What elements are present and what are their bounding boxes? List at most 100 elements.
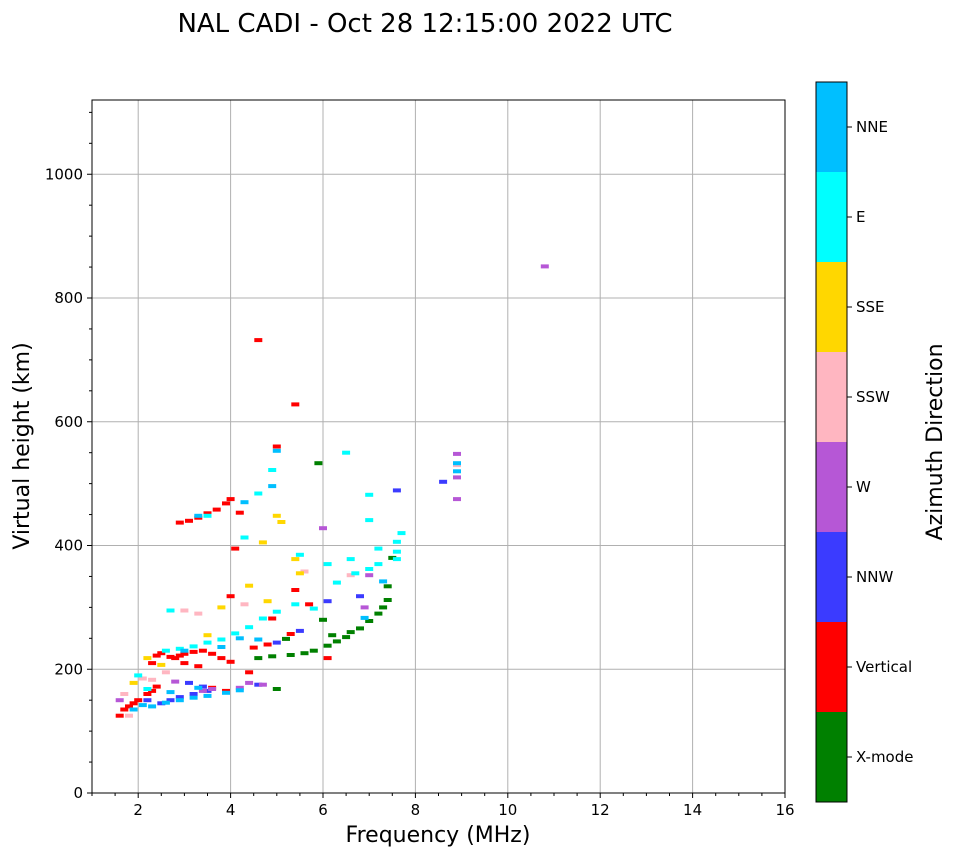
data-point: [392, 549, 401, 554]
y-tick-label: 1000: [45, 165, 83, 183]
colorbar-tick-label: SSW: [856, 388, 890, 406]
data-point: [365, 567, 374, 571]
data-point: [342, 635, 351, 640]
colorbar-segment: [816, 532, 847, 622]
colorbar: X-mode Vertical NNW W SSW SSE E NNE: [815, 81, 913, 803]
data-point: [203, 640, 212, 645]
data-point: [245, 583, 254, 588]
data-point: [392, 557, 401, 562]
data-point: [392, 539, 401, 544]
data-point: [323, 599, 332, 604]
colorbar-segment: [816, 442, 847, 532]
data-point: [226, 594, 235, 599]
colorbar-tick-label: E: [856, 208, 865, 226]
colorbar-segment: [816, 712, 847, 802]
data-point: [138, 703, 147, 708]
data-point: [268, 654, 277, 659]
data-point: [203, 693, 212, 698]
data-point: [356, 626, 364, 631]
x-tick-label: 16: [775, 801, 794, 819]
data-point: [245, 670, 254, 675]
x-tick-label: 2: [133, 801, 143, 819]
data-point: [272, 444, 281, 449]
data-point: [217, 637, 226, 642]
data-point: [379, 579, 388, 584]
colorbar-tick-label: NNW: [856, 568, 893, 586]
data-point: [125, 713, 133, 718]
data-point: [157, 651, 166, 656]
data-point: [540, 264, 549, 269]
colorbar-tick-label: W: [856, 478, 871, 496]
data-point: [148, 661, 157, 666]
data-point: [286, 653, 295, 657]
data-point: [258, 616, 267, 621]
data-point: [258, 540, 267, 545]
data-point: [143, 692, 152, 696]
data-point: [175, 646, 184, 651]
data-point: [194, 611, 203, 616]
data-point: [175, 695, 184, 700]
colorbar-segment: [816, 352, 847, 442]
data-point: [332, 639, 341, 644]
colorbar-segment: [816, 622, 847, 712]
data-point: [392, 488, 401, 493]
data-point: [143, 698, 152, 703]
y-tick-label: 800: [54, 289, 83, 307]
data-point: [286, 632, 295, 636]
colorbar-tick-label: SSE: [856, 298, 885, 316]
data-point: [360, 605, 369, 610]
data-point: [148, 688, 157, 693]
data-point: [300, 651, 309, 656]
y-tick-label: 400: [54, 537, 83, 555]
data-point: [272, 448, 281, 453]
data-point: [272, 513, 281, 518]
data-point: [374, 562, 383, 567]
x-tick-label: 12: [591, 801, 610, 819]
data-point: [291, 602, 300, 607]
data-point: [148, 677, 157, 682]
data-point: [319, 526, 327, 531]
data-point: [231, 546, 240, 551]
data-point: [222, 690, 230, 695]
data-point: [240, 535, 249, 540]
data-point: [453, 497, 461, 502]
data-point: [249, 645, 258, 650]
data-point: [374, 546, 383, 551]
data-point: [360, 615, 369, 620]
data-point: [217, 645, 226, 649]
data-point: [346, 573, 355, 578]
data-point: [120, 707, 129, 712]
colorbar-segment: [816, 172, 847, 262]
x-tick-label: 4: [226, 801, 236, 819]
data-point: [134, 698, 143, 703]
data-point: [194, 513, 203, 518]
data-point: [240, 602, 249, 607]
data-point: [383, 584, 392, 589]
data-point: [212, 507, 221, 512]
data-point: [268, 468, 277, 472]
data-point: [356, 594, 364, 599]
data-point: [245, 680, 254, 685]
data-point: [157, 701, 166, 706]
data-point: [203, 688, 212, 693]
data-point: [272, 640, 281, 645]
data-point: [208, 651, 217, 656]
colorbar-label: Azimuth Direction: [923, 343, 948, 540]
data-point: [138, 676, 147, 681]
data-point: [217, 605, 226, 610]
data-point: [305, 602, 314, 607]
data-point: [148, 704, 157, 709]
data-point: [226, 497, 235, 502]
data-point: [194, 685, 203, 690]
data-point: [115, 698, 124, 703]
data-point: [323, 656, 332, 661]
data-point: [203, 633, 212, 638]
data-point: [152, 653, 161, 658]
data-point: [240, 500, 249, 505]
x-tick-label: 8: [411, 801, 421, 819]
colorbar-tick-label: X-mode: [856, 748, 913, 766]
data-point: [453, 469, 461, 474]
data-point: [453, 475, 461, 480]
data-point: [161, 648, 170, 653]
data-point: [166, 698, 175, 703]
